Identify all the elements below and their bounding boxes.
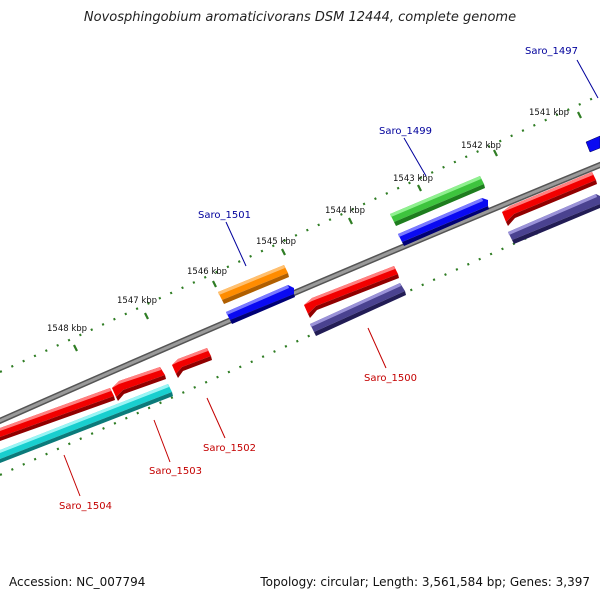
leader-lines xyxy=(63,59,599,497)
major-tick xyxy=(493,149,498,157)
gene-label[interactable]: Saro_1503 xyxy=(149,466,202,477)
gene-labels: Saro_1497 Saro_1499 Saro_1501 Saro_1500 … xyxy=(59,46,578,512)
major-tick xyxy=(577,111,582,119)
major-tick xyxy=(281,248,286,256)
gene-saro-1497[interactable] xyxy=(585,135,600,153)
scale-labels: 1541 kbp 1542 kbp 1543 kbp 1544 kbp 1545… xyxy=(47,108,569,334)
gene-saro-1504-red[interactable] xyxy=(0,388,115,441)
gene-saro-1501-blue[interactable] xyxy=(226,285,295,324)
scale-label: 1541 kbp xyxy=(529,108,569,118)
gene-label[interactable]: Saro_1504 xyxy=(59,501,112,512)
major-tick xyxy=(144,312,149,320)
gene-saro-1498-red[interactable] xyxy=(502,172,597,226)
gene-saro-1501-orange[interactable] xyxy=(218,265,289,304)
gene-saro-1498-slate[interactable] xyxy=(508,194,600,244)
outer-tick-track xyxy=(0,94,600,373)
genome-summary: Topology: circular; Length: 3,561,584 bp… xyxy=(260,575,590,589)
scale-label: 1546 kbp xyxy=(187,267,227,277)
scale-label: 1543 kbp xyxy=(393,174,433,184)
gene-saro-1500-red[interactable] xyxy=(304,266,399,318)
inner-tick-track xyxy=(0,203,600,477)
major-tick xyxy=(212,280,217,288)
scale-label: 1547 kbp xyxy=(117,296,157,306)
gene-label[interactable]: Saro_1497 xyxy=(525,46,578,57)
major-tick xyxy=(73,344,78,352)
gene-label[interactable]: Saro_1499 xyxy=(379,126,432,137)
scale-label: 1548 kbp xyxy=(47,324,87,334)
gene-label[interactable]: Saro_1502 xyxy=(203,443,256,454)
scale-label: 1542 kbp xyxy=(461,141,501,151)
gene-saro-1504-cyan[interactable] xyxy=(0,384,173,463)
gene-label[interactable]: Saro_1500 xyxy=(364,373,417,384)
gene-saro-1499-blue[interactable] xyxy=(398,198,489,246)
scale-label: 1545 kbp xyxy=(256,237,296,247)
gene-saro-1502[interactable] xyxy=(172,348,212,378)
major-tick xyxy=(348,217,353,225)
major-tick xyxy=(417,184,422,192)
accession-text: Accession: NC_007794 xyxy=(9,575,146,589)
gene-saro-1503[interactable] xyxy=(112,367,166,401)
gene-label[interactable]: Saro_1501 xyxy=(198,210,251,221)
map-title: Novosphingobium aromaticivorans DSM 1244… xyxy=(83,10,517,25)
gene-saro-1500-slate[interactable] xyxy=(310,283,406,336)
scale-label: 1544 kbp xyxy=(325,206,365,216)
gene-saro-1499-green[interactable] xyxy=(390,176,485,226)
